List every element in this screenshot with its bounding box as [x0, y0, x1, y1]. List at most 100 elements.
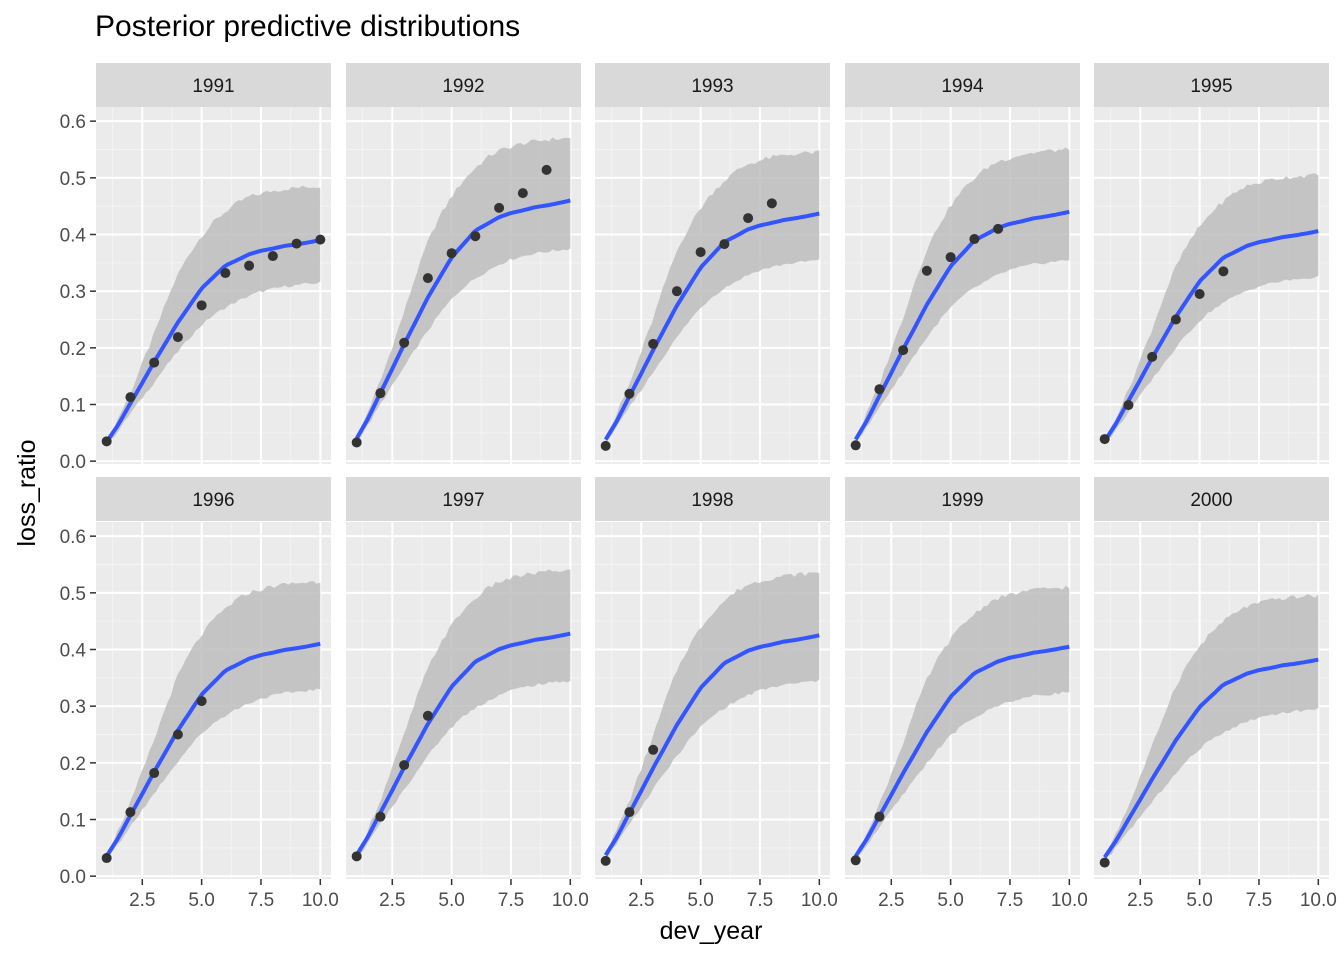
observed-point: [743, 213, 754, 224]
observed-point: [494, 202, 505, 213]
observed-point: [267, 251, 278, 262]
observed-point: [125, 392, 136, 403]
facet-strip-label: 1996: [192, 490, 234, 511]
observed-point: [470, 231, 481, 242]
x-tick-label: 5.0: [1186, 890, 1212, 911]
facet-strip: [1094, 63, 1329, 107]
observed-point: [993, 223, 1004, 234]
observed-point: [1194, 289, 1205, 299]
facet-panel-1998: 1998 2.5 5.0 7.5 10.0: [595, 477, 838, 911]
observed-point: [244, 260, 255, 271]
observed-point: [945, 252, 956, 263]
observed-point: [648, 338, 659, 349]
observed-point: [898, 345, 909, 356]
facet-panel-1992: 1992: [346, 63, 581, 464]
facet-strip: [595, 63, 830, 107]
x-tick-label: 5.0: [937, 890, 963, 911]
observed-point: [624, 807, 635, 818]
observed-point: [874, 384, 885, 395]
observed-point: [399, 760, 410, 771]
observed-point: [149, 768, 160, 779]
x-tick-label: 10.0: [302, 890, 339, 911]
facet-panel-1993: 1993: [595, 63, 830, 464]
observed-point: [422, 710, 433, 721]
observed-point: [671, 286, 682, 297]
observed-point: [446, 248, 457, 259]
x-tick-label: 7.5: [1246, 890, 1272, 911]
x-tick-label: 2.5: [878, 890, 904, 911]
observed-point: [172, 332, 183, 343]
observed-point: [969, 234, 980, 245]
chart-title: Posterior predictive distributions: [95, 10, 521, 43]
observed-point: [291, 238, 302, 249]
observed-point: [1218, 266, 1229, 277]
facet-panel-1996: 1996 0.0 0.1 0.2 0.3 0.4 0.5 0.6 2.5 5.0 7.5 10.0: [60, 477, 339, 911]
y-tick-label: 0.5: [60, 169, 86, 190]
posterior-mean-line: [1103, 229, 1319, 443]
observed-point: [850, 855, 861, 866]
y-tick-label: 0.2: [60, 339, 86, 360]
y-tick-label: 0.1: [60, 811, 86, 832]
posterior-mean-line: [105, 641, 321, 858]
x-tick-label: 10.0: [801, 890, 838, 911]
x-tick-label: 10.0: [552, 890, 589, 911]
facet-panel-1997: 1997 2.5 5.0 7.5 10.0: [346, 477, 589, 911]
x-tick-label: 10.0: [1300, 890, 1337, 911]
facet-strip-label: 1991: [192, 76, 234, 97]
observed-point: [1170, 314, 1181, 325]
observed-point: [101, 853, 112, 864]
observed-point: [172, 729, 183, 740]
facet-strip: [845, 477, 1080, 521]
facet-strip-label: 1997: [442, 490, 484, 511]
posterior-mean-line: [603, 633, 820, 857]
observed-point: [315, 234, 326, 245]
observed-point: [1123, 400, 1134, 411]
credible-interval-ribbon: [1104, 594, 1319, 861]
y-tick-label: 0.3: [60, 697, 86, 718]
posterior-mean-line: [354, 198, 571, 440]
y-axis-label: loss_ratio: [13, 440, 41, 547]
observed-point: [850, 440, 861, 451]
observed-point: [351, 851, 362, 862]
y-tick-label: 0.6: [60, 112, 86, 133]
observed-point: [422, 273, 433, 284]
y-tick-label: 0.4: [60, 641, 87, 662]
x-tick-label: 5.0: [188, 890, 214, 911]
facet-strip-label: 1998: [691, 490, 733, 511]
x-tick-label: 2.5: [1127, 890, 1153, 911]
observed-point: [399, 337, 410, 348]
observed-point: [719, 239, 730, 250]
facet-panel-2000: 2000 2.5 5.0 7.5 10.0: [1094, 477, 1337, 911]
observed-point: [375, 388, 386, 399]
facet-strip: [346, 63, 581, 107]
x-tick-label: 7.5: [498, 890, 524, 911]
facet-strip: [96, 477, 331, 521]
observed-point: [766, 198, 777, 209]
observed-point: [125, 807, 136, 818]
facet-panel-1994: 1994: [845, 63, 1080, 464]
y-tick-label: 0.6: [60, 527, 86, 548]
observed-point: [1147, 351, 1158, 362]
x-tick-label: 7.5: [997, 890, 1023, 911]
posterior-mean-line: [854, 644, 1070, 858]
y-tick-label: 0.3: [60, 282, 86, 303]
facet-panel-1999: 1999 2.5 5.0 7.5 10.0: [845, 477, 1088, 911]
x-tick-label: 2.5: [379, 890, 405, 911]
observed-point: [351, 437, 362, 448]
y-tick-label: 0.2: [60, 754, 86, 775]
observed-point: [196, 696, 207, 707]
facet-strip-label: 1995: [1190, 76, 1232, 97]
facet-strip: [595, 477, 830, 521]
facet-strip: [1094, 477, 1329, 521]
y-tick-label: 0.1: [60, 396, 86, 417]
observed-point: [695, 247, 706, 258]
observed-point: [101, 436, 112, 447]
observed-point: [220, 268, 231, 279]
observed-point: [600, 440, 611, 451]
observed-point: [600, 855, 611, 866]
observed-point: [196, 300, 207, 311]
facet-strip: [845, 63, 1080, 107]
observed-point: [149, 357, 160, 368]
